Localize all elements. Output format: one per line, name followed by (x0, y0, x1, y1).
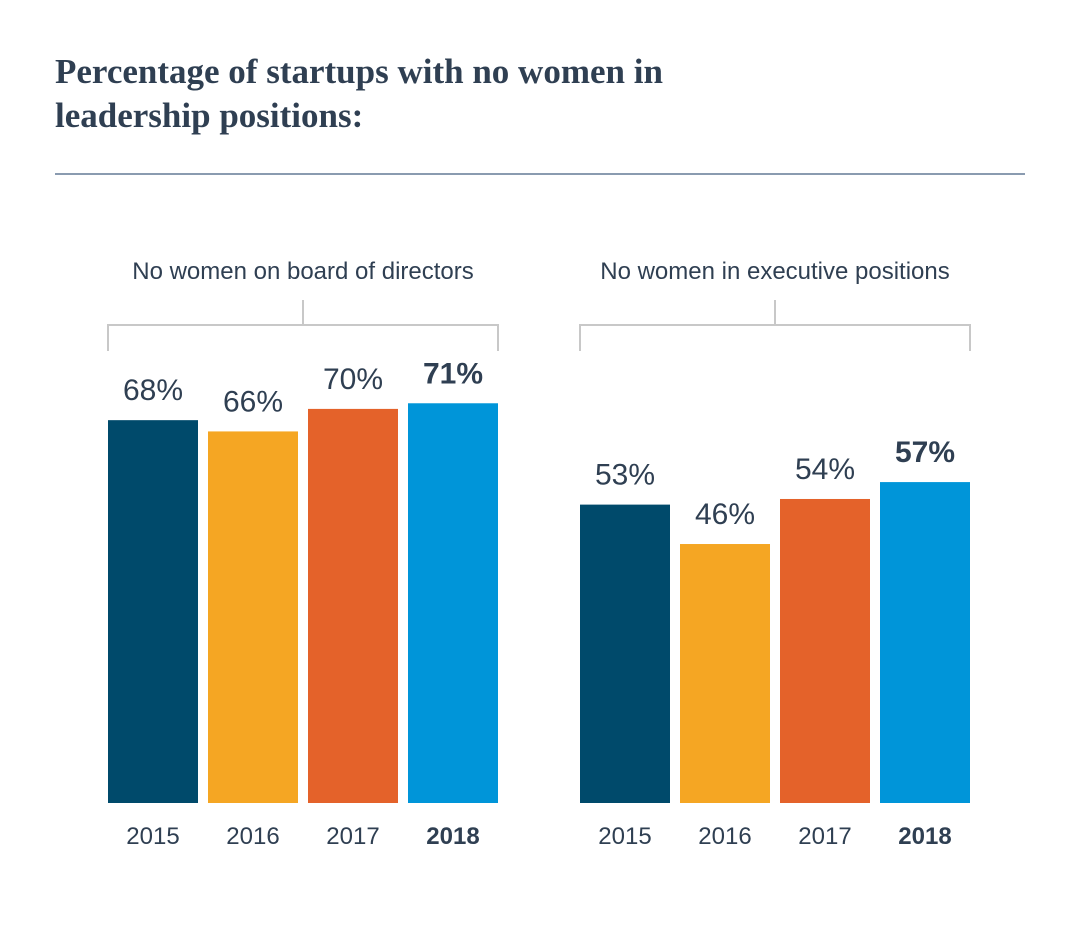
x-tick-label: 2018 (426, 823, 479, 850)
x-tick-label: 2016 (226, 823, 279, 850)
bracket (107, 300, 499, 351)
value-label: 53% (595, 459, 655, 492)
x-tick-label: 2017 (326, 823, 379, 850)
x-tick-label: 2017 (798, 823, 851, 850)
x-tick-label: 2015 (598, 823, 651, 850)
x-tick-label: 2016 (698, 823, 751, 850)
bar (580, 504, 670, 803)
x-tick-label: 2015 (126, 823, 179, 850)
value-label: 66% (223, 385, 283, 418)
bar (780, 498, 870, 803)
value-label: 54% (795, 453, 855, 486)
bar (208, 431, 298, 803)
bar (880, 482, 970, 803)
bracket (579, 300, 971, 351)
value-label: 68% (123, 374, 183, 407)
x-tick-label: 2018 (898, 823, 951, 850)
panel-title: No women in executive positions (600, 258, 950, 285)
chart-title: Percentage of startups with no women in … (55, 52, 663, 135)
value-label: 71% (423, 357, 483, 390)
value-label: 57% (895, 436, 955, 469)
value-label: 46% (695, 498, 755, 531)
bar (108, 420, 198, 803)
bar (408, 403, 498, 803)
value-label: 70% (323, 363, 383, 396)
panel-title: No women on board of directors (132, 258, 474, 285)
bar (308, 408, 398, 803)
bar (680, 544, 770, 803)
